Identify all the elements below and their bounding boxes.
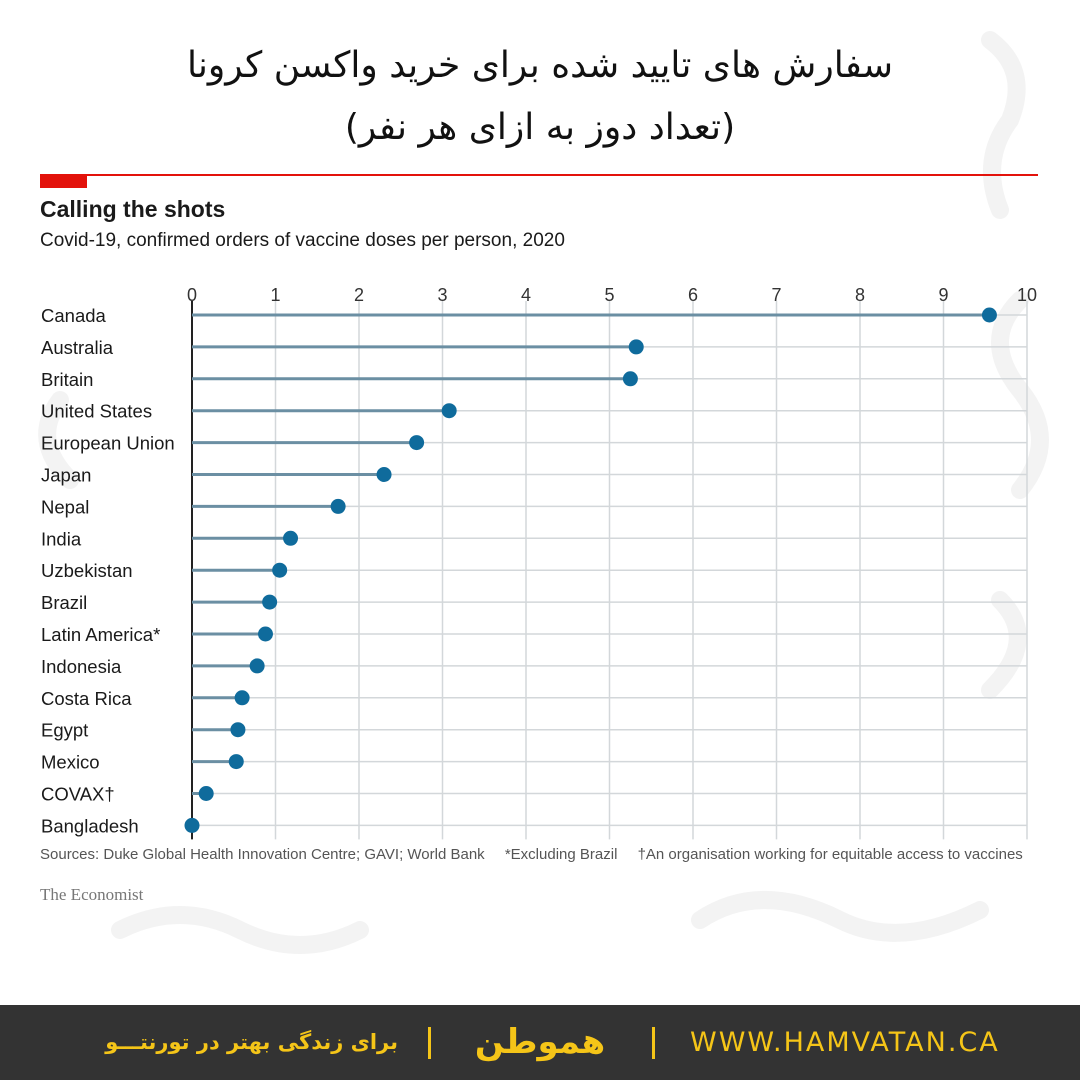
chart-title: Calling the shots bbox=[40, 196, 226, 222]
data-dot bbox=[198, 786, 214, 801]
data-dot bbox=[184, 817, 200, 833]
footnote-covax: †An organisation working for equitable a… bbox=[637, 846, 1023, 863]
category-label: India bbox=[41, 528, 82, 549]
category-label: Costa Rica bbox=[41, 688, 132, 709]
category-label: European Union bbox=[41, 433, 175, 454]
category-label: Uzbekistan bbox=[41, 560, 133, 581]
persian-title: سفارش های تایید شده برای خرید واکسن کرون… bbox=[186, 45, 894, 86]
x-tick-label: 2 bbox=[354, 285, 364, 305]
data-dot bbox=[283, 530, 299, 546]
chart-subtitle: Covid-19, confirmed orders of vaccine do… bbox=[40, 230, 565, 251]
category-label: Canada bbox=[41, 305, 107, 326]
x-tick-label: 8 bbox=[855, 285, 865, 305]
category-label: COVAX† bbox=[41, 784, 115, 805]
x-tick-label: 1 bbox=[270, 285, 280, 305]
data-dot bbox=[409, 435, 425, 451]
data-dot bbox=[330, 498, 346, 514]
red-rule-tag bbox=[40, 174, 87, 188]
category-label: Brazil bbox=[41, 592, 87, 613]
data-dot bbox=[981, 307, 997, 323]
footnote-excluding-brazil: *Excluding Brazil bbox=[504, 846, 618, 863]
category-label: United States bbox=[41, 401, 152, 422]
x-tick-label: 6 bbox=[688, 285, 698, 305]
data-dot bbox=[262, 594, 278, 610]
footer-tagline: برای زندگی بهتر در تورنتـــو bbox=[105, 1030, 398, 1054]
footer-url-link[interactable]: WWW.HAMVATAN.CA bbox=[690, 1027, 1000, 1058]
dot-chart: 0 1 2 3 4 5 6 7 8 9 10 Canada Australia Britain United… bbox=[41, 285, 1037, 840]
category-label: Mexico bbox=[41, 752, 100, 773]
category-label: Egypt bbox=[41, 720, 88, 741]
x-tick-label: 7 bbox=[771, 285, 781, 305]
footer-brand-logo: هموطن bbox=[474, 1022, 606, 1062]
x-tick-label: 0 bbox=[187, 285, 197, 305]
category-label: Bangladesh bbox=[41, 815, 139, 836]
data-dot bbox=[228, 754, 244, 770]
footer-bar: برای زندگی بهتر در تورنتـــو هموطن WWW.H… bbox=[0, 1005, 1080, 1080]
category-label: Japan bbox=[41, 465, 91, 486]
data-dot bbox=[628, 339, 644, 355]
footer-separator bbox=[652, 1027, 655, 1059]
x-tick-label: 4 bbox=[521, 285, 531, 305]
category-label: Latin America* bbox=[41, 624, 160, 645]
x-tick-label: 9 bbox=[938, 285, 948, 305]
x-tick-label: 5 bbox=[604, 285, 614, 305]
category-label: Nepal bbox=[41, 496, 89, 517]
persian-subtitle: (تعداد دوز به ازای هر نفر) bbox=[344, 107, 736, 148]
red-rule-line bbox=[40, 174, 1038, 176]
data-dot bbox=[376, 467, 392, 482]
data-dot bbox=[622, 371, 638, 387]
x-tick-label: 10 bbox=[1017, 285, 1037, 305]
category-label: Britain bbox=[41, 369, 93, 390]
category-label: Australia bbox=[41, 337, 114, 358]
data-dot bbox=[441, 403, 457, 419]
data-dot bbox=[272, 562, 288, 578]
x-tick-label: 3 bbox=[437, 285, 447, 305]
data-dot bbox=[230, 722, 246, 738]
sources-text: Sources: Duke Global Health Innovation C… bbox=[40, 846, 485, 863]
footer-separator bbox=[428, 1027, 431, 1059]
chart-sources: Sources: Duke Global Health Innovation C… bbox=[40, 846, 1023, 863]
data-dot bbox=[249, 658, 265, 674]
publisher-logo: The Economist bbox=[40, 885, 144, 904]
category-label: Indonesia bbox=[41, 656, 122, 677]
data-dot bbox=[257, 626, 273, 642]
data-dot bbox=[234, 690, 250, 706]
